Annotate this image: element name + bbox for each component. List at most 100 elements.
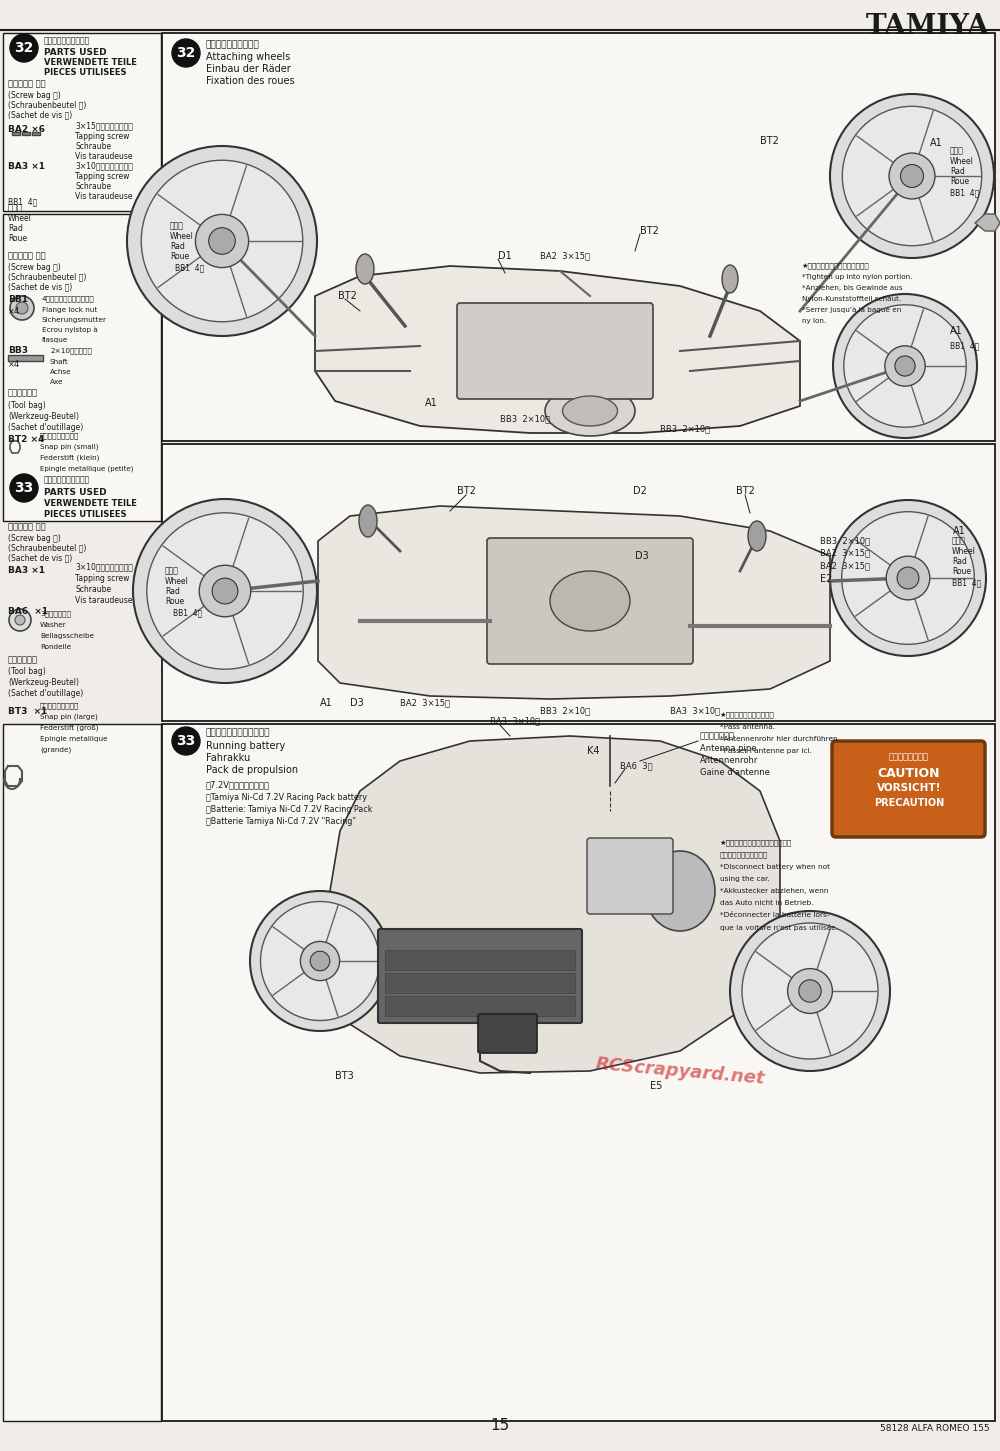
Circle shape [199,566,251,617]
Circle shape [886,556,930,599]
Ellipse shape [545,386,635,435]
Circle shape [889,152,935,199]
Text: Shaft: Shaft [50,358,69,366]
Text: BB1  4㎜: BB1 4㎜ [173,608,202,618]
Text: PIECES UTILISEES: PIECES UTILISEES [44,509,126,518]
Text: Rondelle: Rondelle [40,644,71,650]
Text: Antenna pipe: Antenna pipe [700,743,757,753]
Text: *Serrer jusqu'à la bague en: *Serrer jusqu'à la bague en [802,306,901,313]
Text: スナップピン（大）: スナップピン（大） [40,702,79,710]
Text: 33: 33 [14,480,34,495]
Text: BA3  3×10㎜: BA3 3×10㎜ [670,707,720,715]
Text: BB3  2×10㎜: BB3 2×10㎜ [820,537,870,546]
Text: Roue: Roue [170,251,189,261]
Text: 《使用する小物金具》: 《使用する小物金具》 [44,36,90,45]
Text: （ビス袋詰 Ⓐ）: （ビス袋詰 Ⓐ） [8,80,46,89]
Text: タイヤ: タイヤ [165,566,179,576]
FancyBboxPatch shape [162,444,995,721]
Text: BA2  3×15㎜: BA2 3×15㎜ [820,548,870,557]
Text: VORSICHT!: VORSICHT! [877,784,941,794]
FancyBboxPatch shape [832,741,985,837]
Text: (Screw bag Ⓐ): (Screw bag Ⓐ) [8,534,61,543]
Text: (Sachet de vis Ⓐ): (Sachet de vis Ⓐ) [8,110,72,119]
Text: BB1  4㎜: BB1 4㎜ [950,189,979,197]
FancyBboxPatch shape [162,33,995,441]
Text: BT2: BT2 [457,486,475,496]
Text: *Déconnecter la batterie lors-: *Déconnecter la batterie lors- [720,913,829,918]
Text: BT2: BT2 [338,292,357,300]
Text: Wheel: Wheel [952,547,976,556]
Text: Fahrakku: Fahrakku [206,753,250,763]
Text: que la voiture n'est pas utilisée.: que la voiture n'est pas utilisée. [720,923,838,930]
Text: (Sachet d'outillage): (Sachet d'outillage) [8,689,83,698]
Text: VERWENDETE TEILE: VERWENDETE TEILE [44,58,137,67]
Polygon shape [315,266,800,432]
Text: Tapping screw: Tapping screw [75,132,129,141]
Text: ＊7.2Vレーシングパック: ＊7.2Vレーシングパック [206,781,270,789]
Text: Vis taraudeuse: Vis taraudeuse [75,151,132,161]
Text: ×4: ×4 [8,306,20,315]
FancyBboxPatch shape [22,132,30,135]
Text: D3: D3 [350,698,364,708]
Text: （工具袋詰）: （工具袋詰） [8,656,38,665]
FancyBboxPatch shape [457,303,653,399]
Text: (Screw bag Ⓐ): (Screw bag Ⓐ) [8,90,61,100]
Text: BB3  2×10㎜: BB3 2×10㎜ [540,707,590,715]
Ellipse shape [645,850,715,932]
Circle shape [833,295,977,438]
Text: Gaine d'antenne: Gaine d'antenne [700,768,770,776]
Text: Einbau der Räder: Einbau der Räder [206,64,291,74]
FancyBboxPatch shape [32,132,40,135]
Text: 注意してください: 注意してください [889,753,929,762]
Text: アンテナパイプ: アンテナパイプ [700,731,735,740]
FancyBboxPatch shape [162,724,995,1421]
Polygon shape [975,213,1000,231]
Text: Tapping screw: Tapping screw [75,171,129,180]
Circle shape [830,94,994,258]
Text: A1: A1 [950,326,963,337]
Polygon shape [318,506,830,699]
Text: BB1  4㎜: BB1 4㎜ [175,264,204,273]
Text: PRECAUTION: PRECAUTION [874,798,944,808]
Text: ＊Tamiya Ni-Cd 7.2V Racing Pack battery: ＊Tamiya Ni-Cd 7.2V Racing Pack battery [206,792,367,801]
FancyBboxPatch shape [378,929,582,1023]
Text: Washer: Washer [40,622,67,628]
Text: 3×15㎜タッピングビス: 3×15㎜タッピングビス [75,122,133,131]
Text: （ビス袋詰 Ⓐ）: （ビス袋詰 Ⓐ） [8,522,46,531]
Text: CAUTION: CAUTION [878,766,940,779]
Text: Running battery: Running battery [206,741,285,752]
Text: PIECES UTILISEES: PIECES UTILISEES [44,68,126,77]
Text: BT3: BT3 [335,1071,354,1081]
Circle shape [260,901,380,1020]
Text: Epingle metallique: Epingle metallique [40,736,108,741]
Polygon shape [330,736,780,1072]
Circle shape [300,942,340,981]
FancyBboxPatch shape [487,538,693,665]
Text: VERWENDETE TEILE: VERWENDETE TEILE [44,499,137,508]
Text: *Anziehen, bis Gewinde aus: *Anziehen, bis Gewinde aus [802,284,903,292]
Text: D2: D2 [633,486,647,496]
Text: *Passer l'antenne par ici.: *Passer l'antenne par ici. [720,749,812,755]
Text: Snap pin (small): Snap pin (small) [40,444,98,450]
Text: ★アンテナ線を通します。: ★アンテナ線を通します。 [720,711,775,718]
Circle shape [895,355,915,376]
Text: A1: A1 [953,527,966,535]
Text: 4㎜フランジロックナット: 4㎜フランジロックナット [42,296,95,302]
Text: (Sachet d'outillage): (Sachet d'outillage) [8,422,83,431]
Circle shape [842,106,982,245]
FancyBboxPatch shape [3,724,161,1421]
Text: (Sachet de vis Ⓑ): (Sachet de vis Ⓑ) [8,283,72,292]
Text: (Schraubenbeutel Ⓑ): (Schraubenbeutel Ⓑ) [8,273,86,281]
Text: (Schraubenbeutel Ⓐ): (Schraubenbeutel Ⓐ) [8,100,86,109]
Circle shape [742,923,878,1059]
Text: (Werkzeug-Beutel): (Werkzeug-Beutel) [8,678,79,686]
Text: Vis taraudeuse: Vis taraudeuse [75,595,132,605]
Text: ★走行させない時は必ず走行用バッ: ★走行させない時は必ず走行用バッ [720,840,792,846]
Circle shape [10,474,38,502]
Circle shape [16,302,28,313]
Text: BB3  2×10㎜: BB3 2×10㎜ [660,425,710,434]
Text: TAMIYA: TAMIYA [866,13,990,41]
Circle shape [195,215,249,267]
Text: BT2: BT2 [736,486,754,496]
Text: (Werkzeug-Beutel): (Werkzeug-Beutel) [8,412,79,421]
